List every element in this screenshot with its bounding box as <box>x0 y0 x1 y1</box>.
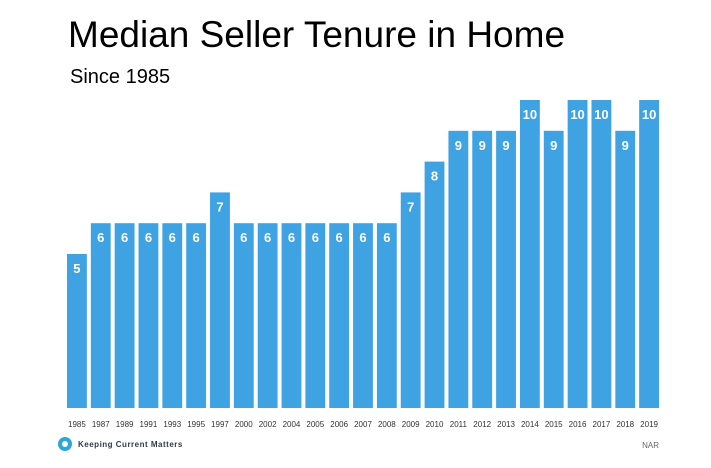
x-tick-label-2019: 2019 <box>640 420 658 429</box>
x-tick-label-2016: 2016 <box>569 420 587 429</box>
x-tick-label-1985: 1985 <box>68 420 86 429</box>
x-tick-label-2008: 2008 <box>378 420 396 429</box>
chart-title: Median Seller Tenure in Home <box>68 14 566 55</box>
bar-2006 <box>329 223 350 408</box>
bar-1985 <box>67 254 87 408</box>
x-tick-label-2013: 2013 <box>497 420 515 429</box>
x-tick-label-1989: 1989 <box>116 420 134 429</box>
data-label-2011: 9 <box>455 138 462 153</box>
bar-2012 <box>472 130 493 409</box>
data-label-2008: 6 <box>383 230 390 245</box>
data-label-2014: 10 <box>523 107 537 122</box>
bar-1991 <box>138 223 159 408</box>
data-label-2010: 8 <box>431 169 438 184</box>
data-label-2012: 9 <box>479 138 486 153</box>
bar-2018 <box>615 130 636 409</box>
brand-logo-icon <box>58 437 72 451</box>
data-label-2004: 6 <box>288 230 295 245</box>
data-label-1997: 7 <box>216 199 223 214</box>
x-tick-label-2012: 2012 <box>473 420 491 429</box>
bar-2007 <box>353 223 373 408</box>
x-tick-label-2005: 2005 <box>306 420 324 429</box>
x-tick-label-2006: 2006 <box>330 420 348 429</box>
bar-1989 <box>114 223 135 408</box>
bar-2002 <box>257 223 278 408</box>
data-label-2005: 6 <box>312 230 319 245</box>
data-label-2009: 7 <box>407 199 414 214</box>
bar-2009 <box>400 192 421 408</box>
bar-2019 <box>639 100 659 408</box>
bar-2017 <box>591 100 612 408</box>
bar-2011 <box>448 130 469 409</box>
bar-2005 <box>305 223 326 408</box>
source-label: NAR <box>642 441 659 450</box>
data-label-2017: 10 <box>594 107 608 122</box>
data-label-1987: 6 <box>97 230 104 245</box>
data-label-1985: 5 <box>73 261 80 276</box>
data-label-2016: 10 <box>570 107 584 122</box>
data-label-2006: 6 <box>336 230 343 245</box>
x-tick-label-2007: 2007 <box>354 420 372 429</box>
data-label-2015: 9 <box>550 138 557 153</box>
data-label-2000: 6 <box>240 230 247 245</box>
bar-2010 <box>424 161 445 408</box>
x-tick-label-2000: 2000 <box>235 420 253 429</box>
x-tick-label-1997: 1997 <box>211 420 229 429</box>
x-tick-label-2002: 2002 <box>259 420 277 429</box>
brand: Keeping Current Matters <box>58 437 183 451</box>
bar-2004 <box>281 223 302 408</box>
data-label-2002: 6 <box>264 230 271 245</box>
brand-name: Keeping Current Matters <box>78 439 183 449</box>
x-tick-label-2009: 2009 <box>402 420 420 429</box>
data-label-1995: 6 <box>193 230 200 245</box>
data-label-1993: 6 <box>169 230 176 245</box>
x-tick-label-2011: 2011 <box>450 420 468 429</box>
data-label-2013: 9 <box>502 138 509 153</box>
x-tick-label-2014: 2014 <box>521 420 539 429</box>
data-label-1991: 6 <box>145 230 152 245</box>
x-tick-label-2010: 2010 <box>426 420 444 429</box>
chart-subtitle: Since 1985 <box>70 66 171 88</box>
x-tick-label-1987: 1987 <box>92 420 110 429</box>
bar-2014 <box>519 100 540 408</box>
bar-2015 <box>543 130 564 409</box>
data-label-2019: 10 <box>642 107 656 122</box>
x-tick-label-1995: 1995 <box>187 420 205 429</box>
data-label-2018: 9 <box>622 138 629 153</box>
bar-2008 <box>376 223 397 408</box>
bar-1997 <box>210 192 230 408</box>
x-tick-label-2004: 2004 <box>283 420 301 429</box>
bar-1993 <box>162 223 183 408</box>
x-tick-label-1993: 1993 <box>163 420 181 429</box>
x-tick-label-1991: 1991 <box>140 420 158 429</box>
bar-2013 <box>496 130 516 409</box>
data-label-2007: 6 <box>359 230 366 245</box>
x-tick-label-2018: 2018 <box>616 420 634 429</box>
bar-1987 <box>90 223 111 408</box>
bar-2000 <box>233 223 254 408</box>
bar-2016 <box>567 100 588 408</box>
bar-1995 <box>186 223 207 408</box>
data-label-1989: 6 <box>121 230 128 245</box>
x-tick-label-2017: 2017 <box>593 420 611 429</box>
x-tick-label-2015: 2015 <box>545 420 563 429</box>
